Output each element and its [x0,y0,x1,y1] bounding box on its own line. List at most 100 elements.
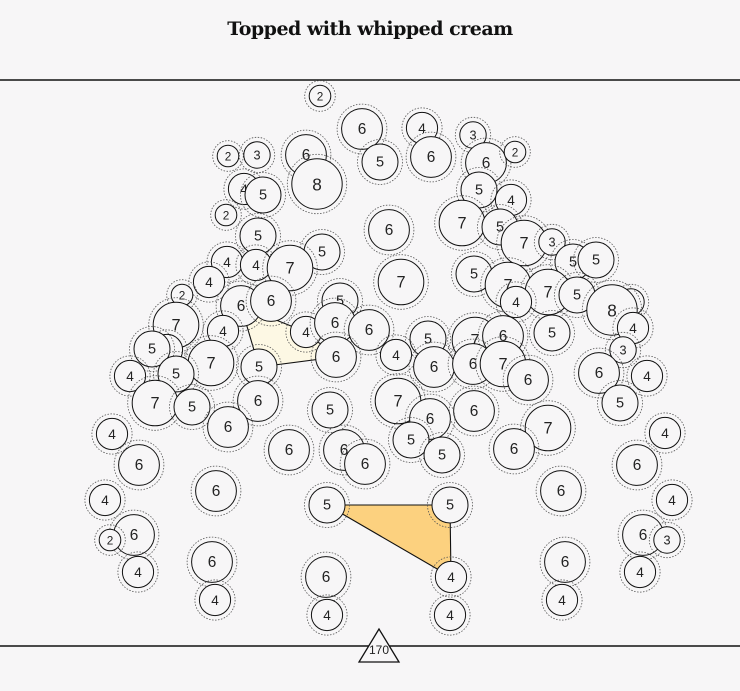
node-value: 5 [254,229,262,245]
node-circle [207,406,249,448]
node-circle [310,598,344,632]
node-value: 5 [326,403,334,419]
node-value: 4 [219,324,227,339]
node-halo [108,509,160,561]
node-layer: 2643236566284554275657354475547572753665… [84,80,693,636]
node-circle [368,209,410,251]
number-node: 4 [194,579,236,621]
node-circle [433,598,467,632]
node-halo [212,140,244,172]
node-halo [419,432,465,478]
node-halo [373,254,429,310]
number-node: 5 [235,213,281,259]
node-value: 5 [548,326,556,342]
node-value: 2 [107,534,114,548]
node-halo [375,334,417,376]
node-value: 3 [619,344,626,358]
node-halo [539,536,591,588]
node-value: 6 [340,442,349,459]
node-circle [98,528,122,552]
node-halo [357,139,403,185]
node-value: 5 [424,332,432,348]
node-value: 4 [661,426,669,441]
node-circle [121,555,155,589]
number-node: 6 [186,536,238,588]
node-value: 5 [323,498,331,514]
node-circle [191,541,233,583]
node-value: 3 [548,236,555,250]
node-halo [245,275,297,327]
node-halo [235,213,281,259]
node-value: 6 [302,147,311,164]
node-circle [503,140,527,164]
node-circle [538,228,566,256]
number-node: 6 [535,465,587,517]
number-node: 6 [232,375,284,427]
node-value: 4 [392,348,400,363]
node-value: 8 [607,301,617,321]
node-value: 7 [503,277,512,295]
node-value: 5 [376,155,384,171]
node-circle [609,336,637,364]
node-value: 6 [130,527,139,544]
node-value: 6 [561,554,570,571]
node-value: 4 [636,565,644,580]
node-halo [166,279,198,311]
node-halo [533,223,571,261]
node-halo [238,136,276,174]
node-halo [240,172,286,218]
node-circle [268,429,310,471]
node-value: 4 [252,258,260,273]
number-node: 4 [117,551,159,593]
node-halo [84,479,126,521]
node-value: 4 [323,608,331,623]
node-value: 6 [237,298,246,315]
node-circle [216,144,240,168]
number-node: 6 [539,536,591,588]
node-value: 2 [223,209,230,223]
number-node: 4 [644,412,686,454]
node-halo [129,326,175,372]
node-value: 5 [172,367,180,383]
node-value: 5 [470,267,478,283]
node-value: 5 [616,396,624,412]
node-circle [601,384,639,422]
node-halo [183,335,239,391]
node-circle [118,444,160,486]
number-node: 5 [236,344,282,390]
number-node: 4 [619,551,661,593]
node-halo [310,331,362,383]
node-halo [535,465,587,517]
node-halo [604,331,642,369]
node-value: 4 [643,369,651,384]
node-value: 5 [569,255,577,271]
number-node: 3 [533,223,571,261]
node-value: 6 [639,527,648,544]
highlight-polygon [324,504,452,578]
number-node: 7 [373,254,429,310]
number-node: 4 [306,594,348,636]
node-value: 6 [633,457,642,474]
node-value: 6 [557,483,566,500]
number-node: 6 [310,331,362,383]
node-value: 3 [663,534,670,548]
node-value: 4 [126,369,134,384]
node-circle [361,143,399,181]
node-halo [186,536,238,588]
number-node: 5 [529,310,575,356]
node-halo [573,347,625,399]
node-halo [429,594,471,636]
node-value: 7 [171,317,180,335]
number-node: 6 [405,131,457,183]
node-halo [336,103,388,155]
node-halo [117,551,159,593]
node-value: 6 [510,441,519,458]
node-circle [244,176,282,214]
node-value: 6 [322,569,331,586]
node-value: 6 [267,293,276,310]
node-halo [263,424,315,476]
node-circle [377,258,425,306]
number-node: 6 [502,354,554,406]
node-value: 6 [332,349,341,366]
